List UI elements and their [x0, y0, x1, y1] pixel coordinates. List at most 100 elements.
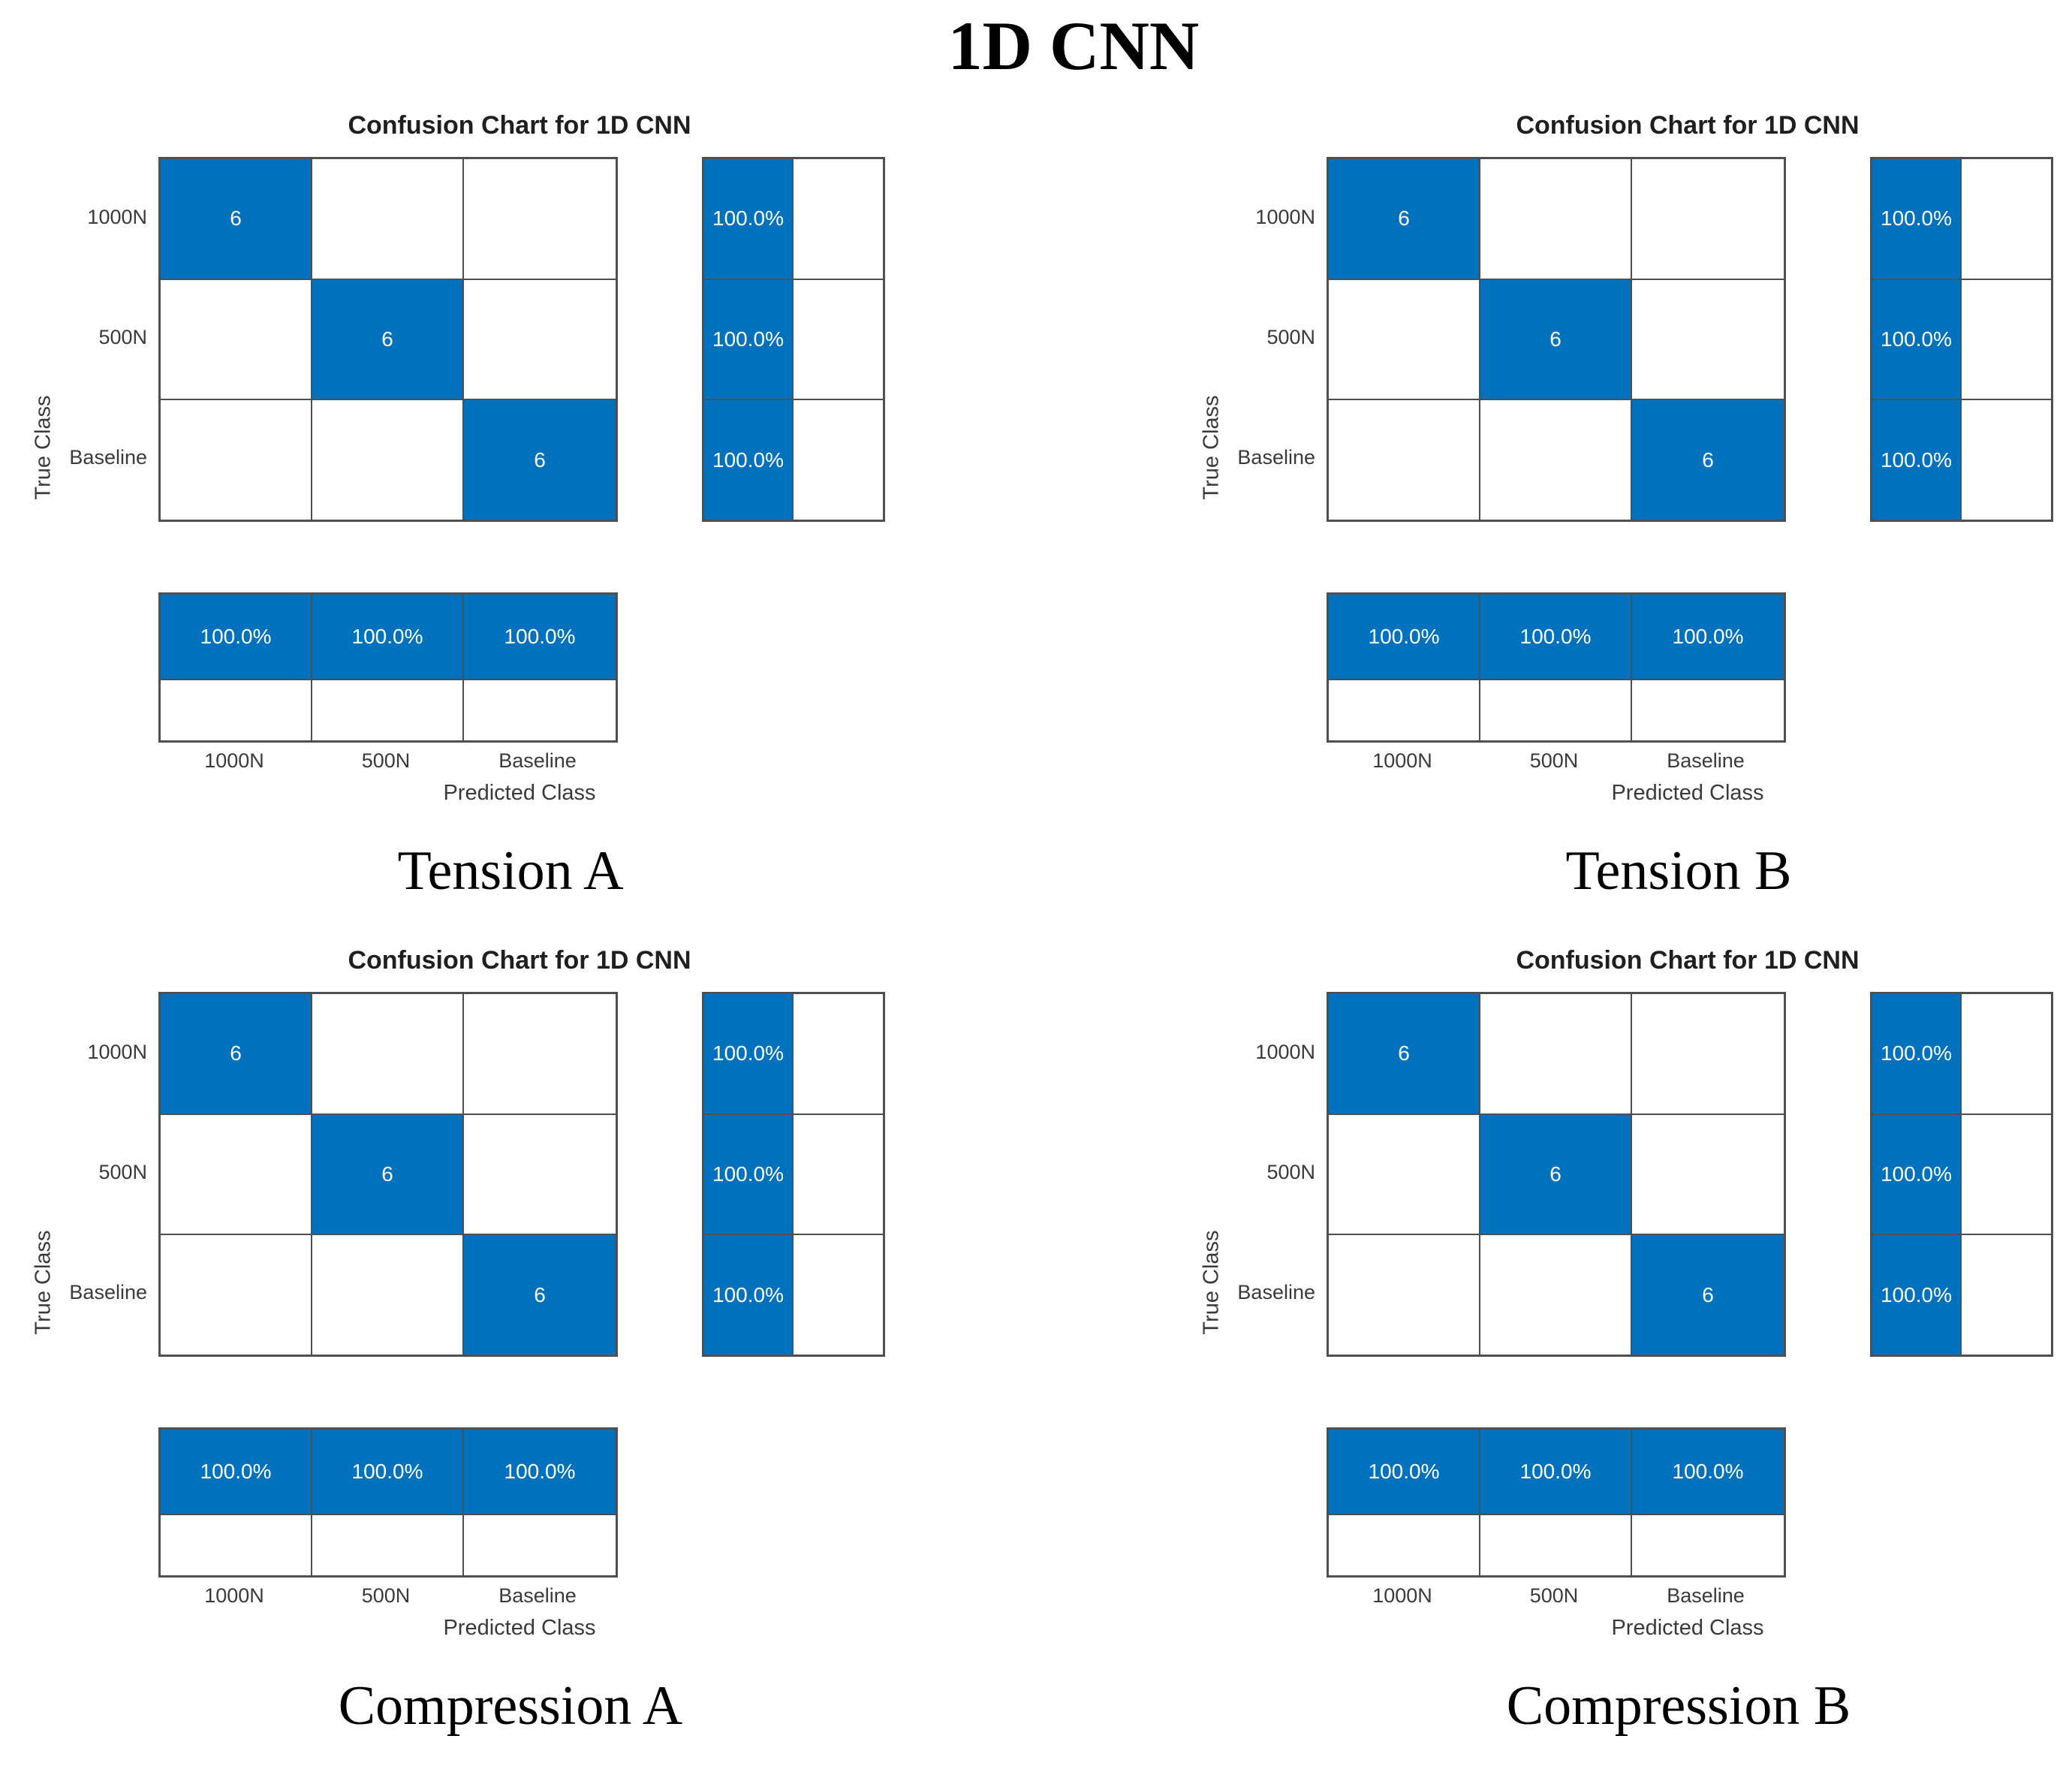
col-summary-correct-2: 100.0% [1632, 595, 1784, 680]
row-summary-incorrect-1 [1962, 279, 2051, 401]
matrix-cell-2-2: 6 [464, 1235, 616, 1355]
row-summary-correct-1: 100.0% [1872, 1114, 1962, 1236]
matrix-cell-1-0 [1329, 1114, 1480, 1236]
x-tick-label: 1000N [1372, 1584, 1432, 1607]
y-tick-label: Baseline [1237, 446, 1315, 469]
row-summary-grid: 100.0% 100.0% 100.0% [702, 992, 885, 1357]
panel-caption: Compression B [1506, 1675, 1851, 1737]
row-summary-correct-1: 100.0% [704, 1114, 794, 1236]
x-tick-label: 1000N [204, 749, 264, 772]
x-axis-label: Predicted Class [443, 1616, 596, 1640]
col-summary-incorrect-2 [464, 1515, 616, 1575]
col-summary-incorrect-1 [312, 1515, 464, 1575]
column-summary-grid: 100.0% 100.0% 100.0% [1327, 1427, 1786, 1578]
matrix-cell-0-1 [312, 994, 464, 1115]
figure-title: 1D CNN [947, 8, 1200, 84]
matrix-cell-0-1 [1480, 994, 1632, 1115]
row-summary-correct-1: 100.0% [704, 279, 794, 401]
row-summary-incorrect-0 [794, 994, 883, 1115]
row-summary-incorrect-2 [794, 1235, 883, 1355]
col-summary-incorrect-2 [464, 680, 616, 740]
row-summary-incorrect-2 [1962, 400, 2051, 520]
matrix-cell-2-1 [312, 400, 464, 520]
col-summary-correct-2: 100.0% [464, 1430, 616, 1515]
y-tick-label: Baseline [69, 446, 147, 469]
matrix-cell-1-2 [464, 1114, 616, 1236]
col-summary-incorrect-1 [312, 680, 464, 740]
y-tick-label: Baseline [69, 1281, 147, 1303]
row-summary-incorrect-1 [1962, 1114, 2051, 1236]
x-tick-label: Baseline [498, 1584, 577, 1607]
col-summary-incorrect-2 [1632, 1515, 1784, 1575]
matrix-cell-1-1: 6 [1480, 279, 1632, 401]
y-tick-label: 500N [1266, 1161, 1315, 1183]
matrix-cell-2-2: 6 [1632, 1235, 1784, 1355]
x-axis-label: Predicted Class [1611, 1616, 1764, 1640]
row-summary-grid: 100.0% 100.0% 100.0% [702, 157, 885, 522]
col-summary-correct-1: 100.0% [312, 595, 464, 680]
col-summary-incorrect-0 [161, 680, 312, 740]
col-summary-correct-1: 100.0% [312, 1430, 464, 1515]
y-tick-label: 1000N [87, 1041, 147, 1063]
matrix-cell-2-0 [1329, 400, 1480, 520]
row-summary-correct-0: 100.0% [1872, 994, 1962, 1115]
col-summary-correct-1: 100.0% [1480, 595, 1632, 680]
matrix-cell-0-2 [1632, 994, 1784, 1115]
row-summary-correct-0: 100.0% [1872, 159, 1962, 280]
y-tick-label: 500N [98, 1161, 147, 1183]
x-tick-label: 1000N [1372, 749, 1432, 772]
chart-title: Confusion Chart for 1D CNN [1516, 111, 1860, 140]
row-summary-incorrect-0 [794, 159, 883, 280]
col-summary-correct-0: 100.0% [161, 595, 312, 680]
row-summary-correct-2: 100.0% [1872, 400, 1962, 520]
matrix-cell-2-1 [1480, 400, 1632, 520]
panel-caption: Tension B [1565, 840, 1792, 902]
col-summary-correct-2: 100.0% [464, 595, 616, 680]
matrix-cell-1-1: 6 [312, 279, 464, 401]
matrix-cell-0-0: 6 [1329, 159, 1480, 280]
col-summary-incorrect-1 [1480, 1515, 1632, 1575]
matrix-cell-1-0 [1329, 279, 1480, 401]
row-summary-correct-2: 100.0% [1872, 1235, 1962, 1355]
y-tick-label: Baseline [1237, 1281, 1315, 1303]
matrix-cell-0-0: 6 [161, 994, 312, 1115]
col-summary-incorrect-1 [1480, 680, 1632, 740]
panel-tension-b: Confusion Chart for 1D CNN True Class 10… [1168, 0, 2072, 909]
col-summary-correct-2: 100.0% [1632, 1430, 1784, 1515]
col-summary-incorrect-0 [1329, 1515, 1480, 1575]
matrix-cell-0-0: 6 [1329, 994, 1480, 1115]
matrix-cell-2-1 [312, 1235, 464, 1355]
y-tick-label: 1000N [87, 206, 147, 228]
row-summary-correct-1: 100.0% [1872, 279, 1962, 401]
x-tick-label: 500N [1529, 749, 1579, 772]
row-summary-incorrect-2 [1962, 1235, 2051, 1355]
y-tick-label: 1000N [1255, 206, 1315, 228]
x-tick-label: 500N [1529, 1584, 1579, 1607]
matrix-cell-2-0 [161, 400, 312, 520]
matrix-cell-1-2 [1632, 1114, 1784, 1236]
matrix-cell-2-2: 6 [1632, 400, 1784, 520]
col-summary-correct-0: 100.0% [161, 1430, 312, 1515]
matrix-cell-1-1: 6 [312, 1114, 464, 1236]
row-summary-grid: 100.0% 100.0% 100.0% [1870, 992, 2053, 1357]
row-summary-correct-2: 100.0% [704, 400, 794, 520]
col-summary-correct-0: 100.0% [1329, 1430, 1480, 1515]
row-summary-incorrect-0 [1962, 159, 2051, 280]
x-tick-label: Baseline [1667, 1584, 1745, 1607]
matrix-cell-1-1: 6 [1480, 1114, 1632, 1236]
row-summary-incorrect-1 [794, 1114, 883, 1236]
matrix-cell-2-0 [161, 1235, 312, 1355]
row-summary-incorrect-0 [1962, 994, 2051, 1115]
col-summary-incorrect-0 [161, 1515, 312, 1575]
matrix-cell-0-1 [1480, 159, 1632, 280]
panel-tension-a: Confusion Chart for 1D CNN True Class 10… [0, 0, 923, 909]
column-summary-grid: 100.0% 100.0% 100.0% [1327, 592, 1786, 743]
matrix-cell-0-2 [464, 159, 616, 280]
chart-title: Confusion Chart for 1D CNN [348, 111, 691, 140]
x-tick-label: 1000N [204, 1584, 264, 1607]
chart-title: Confusion Chart for 1D CNN [1516, 946, 1860, 975]
y-tick-label: 500N [98, 326, 147, 348]
row-summary-incorrect-2 [794, 400, 883, 520]
matrix-cell-0-1 [312, 159, 464, 280]
